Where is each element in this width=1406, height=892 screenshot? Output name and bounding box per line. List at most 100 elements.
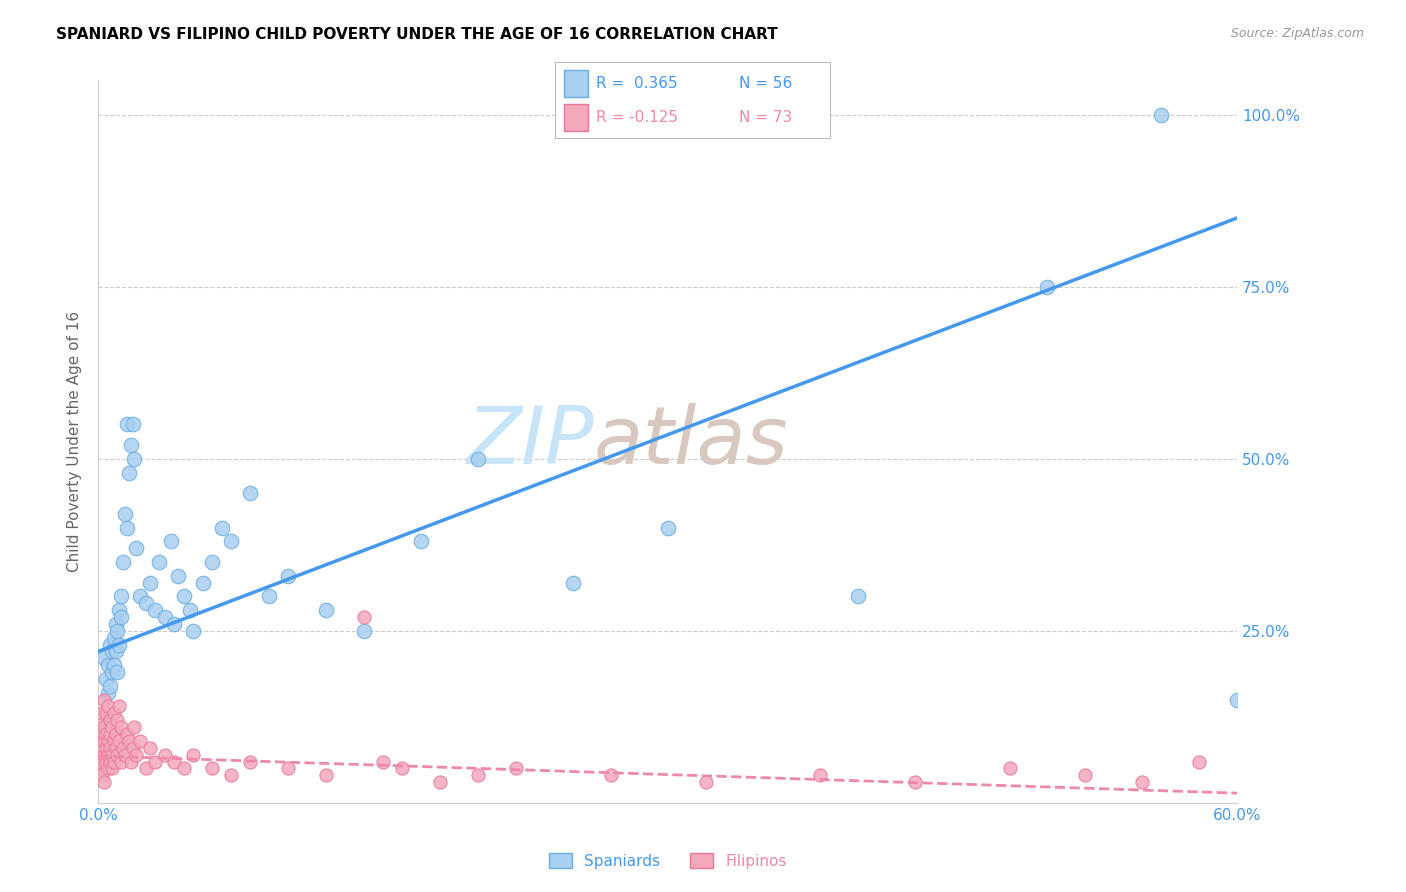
- Point: [94, 755, 117, 769]
- Point: [100, 761, 122, 775]
- Point: [201, 761, 224, 775]
- Point: [135, 761, 157, 775]
- Point: [221, 534, 243, 549]
- Point: [97, 686, 120, 700]
- Point: [91, 755, 114, 769]
- Point: [145, 603, 167, 617]
- Text: N = 73: N = 73: [740, 110, 793, 125]
- Point: [97, 761, 120, 775]
- Point: [129, 734, 152, 748]
- Point: [110, 610, 132, 624]
- Y-axis label: Child Poverty Under the Age of 16: Child Poverty Under the Age of 16: [67, 311, 83, 572]
- Point: [91, 768, 114, 782]
- Text: SPANIARD VS FILIPINO CHILD POVERTY UNDER THE AGE OF 16 CORRELATION CHART: SPANIARD VS FILIPINO CHILD POVERTY UNDER…: [56, 27, 778, 42]
- Point: [97, 747, 120, 762]
- Point: [138, 575, 160, 590]
- Point: [98, 679, 121, 693]
- Point: [100, 747, 122, 762]
- Point: [104, 616, 127, 631]
- Point: [353, 610, 375, 624]
- Point: [114, 507, 136, 521]
- Point: [173, 590, 195, 604]
- Point: [93, 692, 115, 706]
- Point: [277, 761, 299, 775]
- Point: [239, 486, 262, 500]
- Point: [100, 644, 122, 658]
- Point: [89, 761, 111, 775]
- Point: [115, 417, 138, 432]
- Point: [1226, 692, 1249, 706]
- Point: [562, 575, 585, 590]
- Bar: [564, 104, 588, 130]
- Point: [97, 734, 120, 748]
- Point: [173, 761, 195, 775]
- Point: [657, 520, 679, 534]
- Point: [118, 734, 141, 748]
- Point: [353, 624, 375, 638]
- Point: [120, 755, 142, 769]
- Point: [93, 651, 115, 665]
- Point: [93, 775, 115, 789]
- Point: [191, 575, 214, 590]
- Point: [97, 658, 120, 673]
- Point: [98, 713, 121, 727]
- Point: [94, 727, 117, 741]
- Point: [183, 747, 205, 762]
- Point: [108, 603, 131, 617]
- Point: [98, 755, 121, 769]
- Point: [110, 755, 132, 769]
- Point: [107, 665, 129, 679]
- Point: [183, 624, 205, 638]
- Point: [89, 740, 111, 755]
- Point: [108, 699, 131, 714]
- Point: [98, 727, 121, 741]
- Point: [120, 438, 142, 452]
- Point: [221, 768, 243, 782]
- Point: [163, 755, 186, 769]
- Point: [808, 768, 831, 782]
- Point: [100, 665, 122, 679]
- Point: [129, 590, 152, 604]
- Point: [277, 568, 299, 582]
- Point: [94, 740, 117, 755]
- Point: [167, 568, 190, 582]
- Point: [411, 534, 433, 549]
- Point: [153, 747, 176, 762]
- Point: [211, 520, 233, 534]
- Point: [98, 638, 121, 652]
- Point: [100, 720, 122, 734]
- Point: [93, 747, 115, 762]
- Point: [125, 541, 148, 556]
- Point: [153, 610, 176, 624]
- Point: [125, 747, 148, 762]
- Legend: Spaniards, Filipinos: Spaniards, Filipinos: [543, 847, 793, 875]
- Point: [600, 768, 623, 782]
- Point: [315, 603, 337, 617]
- Point: [695, 775, 717, 789]
- Point: [505, 761, 527, 775]
- Text: Source: ZipAtlas.com: Source: ZipAtlas.com: [1230, 27, 1364, 40]
- Point: [103, 631, 125, 645]
- Point: [1150, 108, 1173, 122]
- Text: R = -0.125: R = -0.125: [596, 110, 679, 125]
- Point: [97, 699, 120, 714]
- Text: atlas: atlas: [593, 402, 789, 481]
- Point: [124, 720, 146, 734]
- Point: [121, 417, 143, 432]
- Point: [104, 644, 127, 658]
- Point: [163, 616, 186, 631]
- Point: [107, 624, 129, 638]
- Point: [91, 727, 114, 741]
- Point: [1132, 775, 1154, 789]
- Point: [103, 755, 125, 769]
- Point: [429, 775, 451, 789]
- Point: [108, 734, 131, 748]
- Point: [93, 734, 115, 748]
- Point: [118, 466, 141, 480]
- Point: [107, 747, 129, 762]
- Point: [110, 590, 132, 604]
- Point: [159, 534, 181, 549]
- Point: [104, 740, 127, 755]
- Point: [1074, 768, 1097, 782]
- Point: [135, 596, 157, 610]
